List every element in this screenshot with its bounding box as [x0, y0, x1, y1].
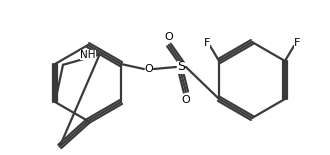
Text: S: S — [177, 60, 185, 73]
Text: F: F — [204, 38, 210, 48]
Text: O: O — [165, 32, 173, 42]
Text: O: O — [182, 95, 190, 105]
Text: NH: NH — [80, 50, 96, 60]
Text: F: F — [294, 38, 300, 48]
Text: O: O — [145, 64, 153, 74]
